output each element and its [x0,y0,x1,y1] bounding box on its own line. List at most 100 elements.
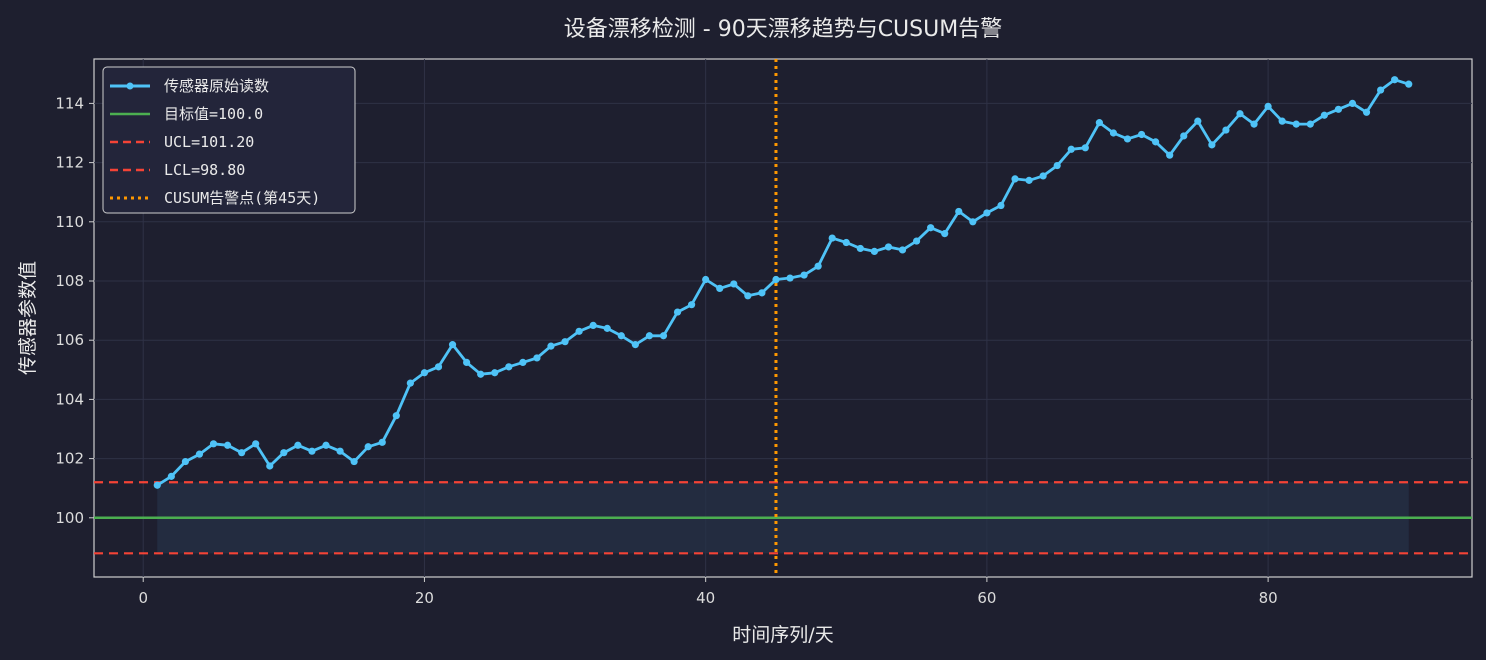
x-tick-label: 60 [977,589,996,607]
data-point [378,438,386,446]
data-point [547,342,555,350]
data-point [983,209,991,217]
data-point [1166,151,1174,159]
data-point [167,472,175,480]
data-point [955,207,963,216]
data-point [617,332,625,340]
legend: 传感器原始读数 目标值=100.0 UCL=101.20 LCL=98.80 C… [102,66,356,214]
x-axis-label: 时间序列/天 [732,624,833,646]
data-point [406,379,414,387]
data-point [294,441,302,449]
data-point [266,462,274,470]
legend-box [102,66,356,214]
data-point [1109,129,1118,137]
legend-label-alarm: CUSUM告警点(第45天) [164,189,320,207]
data-point [941,230,949,238]
chart-title: 设备漂移检测 - 90天漂移趋势与CUSUM告警 [564,17,1002,42]
data-point [280,449,288,457]
data-point [1405,80,1413,88]
data-point [1067,145,1075,153]
data-point [575,327,583,335]
legend-label-series: 传感器原始读数 [164,77,269,95]
data-point [1180,132,1188,140]
data-point [744,292,752,300]
y-tick-label: 100 [55,509,84,527]
data-point [786,274,794,282]
data-point [814,262,822,270]
data-point [209,440,218,448]
data-point [800,271,808,279]
data-point [673,308,682,316]
data-point [603,324,611,332]
y-tick-label: 106 [55,331,84,349]
data-point [1053,161,1061,170]
legend-label-ucl: UCL=101.20 [164,133,254,151]
data-point [912,237,921,245]
y-tick-label: 102 [55,450,84,468]
x-tick-label: 20 [415,589,434,607]
data-point [1025,176,1033,184]
y-axis-label: 传感器参数值 [17,261,39,375]
data-point [1362,108,1371,116]
legend-item-ucl: UCL=101.20 [110,133,254,151]
data-point [1039,172,1047,180]
data-point [1292,120,1300,128]
data-point [420,369,429,377]
data-point [842,238,850,247]
data-point [927,224,935,232]
data-point [1152,138,1160,146]
data-point [1278,117,1286,125]
data-point [1137,130,1146,139]
legend-label-target: 目标值=100.0 [164,105,263,123]
data-point [1123,135,1132,143]
data-point [1334,105,1343,113]
data-point [238,449,246,457]
data-point [702,275,710,284]
reference-lines [94,59,1472,577]
data-point [350,457,358,466]
legend-item-series: 传感器原始读数 [110,77,269,95]
data-point [645,332,654,340]
data-point [491,369,499,377]
data-point [223,441,232,449]
data-point [884,243,893,251]
data-point [1320,111,1328,119]
x-tick-label: 80 [1259,589,1278,607]
data-point [716,284,724,292]
data-point [659,332,668,340]
legend-label-lcl: LCL=98.80 [164,161,245,179]
data-point [434,363,443,371]
data-point [364,443,372,451]
data-point [195,450,204,458]
data-point [1250,120,1258,128]
data-point [758,289,766,297]
data-point [392,412,400,420]
data-point [463,358,471,366]
data-point [997,201,1005,210]
data-point [772,275,780,284]
data-point [448,341,457,349]
legend-item-lcl: LCL=98.80 [110,161,245,179]
data-point [1264,102,1272,110]
data-point [631,341,639,349]
data-point [181,457,189,466]
y-tick-label: 104 [55,390,84,408]
legend-item-alarm: CUSUM告警点(第45天) [110,189,320,207]
data-point [519,358,527,366]
data-point [589,321,597,329]
data-point [1377,86,1385,94]
legend-item-target: 目标值=100.0 [110,105,263,123]
data-point [561,338,569,346]
x-tick-label: 0 [138,589,148,607]
y-tick-label: 112 [55,154,84,172]
data-point [308,447,316,455]
data-point [1236,110,1244,118]
data-point [252,440,260,448]
data-point [505,363,513,371]
data-point [1222,126,1230,134]
data-point [1306,120,1314,128]
data-point [856,244,864,253]
x-axis: 0 20 40 60 80 [138,577,1278,607]
data-point [336,447,344,455]
